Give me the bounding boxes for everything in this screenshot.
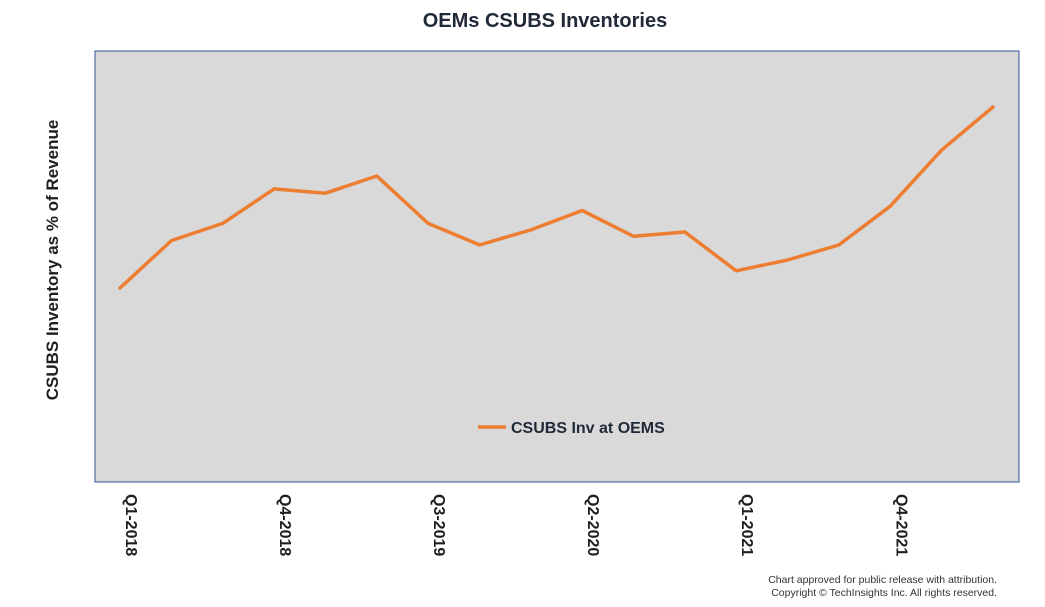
x-tick-label: Q2-2020 <box>584 494 601 556</box>
x-tick-label: Q4-2021 <box>892 494 909 556</box>
footnote-line-1: Chart approved for public release with a… <box>768 574 997 586</box>
legend: CSUBS Inv at OEMS <box>478 420 665 437</box>
x-tick-label: Q1-2018 <box>122 494 139 556</box>
series-line-0 <box>118 105 995 290</box>
footnote-line-2: Copyright © TechInsights Inc. All rights… <box>771 587 997 599</box>
x-tick-label: Q1-2021 <box>738 494 755 556</box>
series-layer <box>118 105 995 290</box>
x-axis-ticks: Q1-2018 Q4-2018 Q3-2019 Q2-2020 Q1-2021 Q4-20… <box>122 494 909 556</box>
footnote: Chart approved for public release with a… <box>768 574 997 600</box>
x-tick-label: Q4-2018 <box>276 494 293 556</box>
y-axis-label: CSUBS Inventory as % of Revenue <box>43 120 62 401</box>
plot-area <box>94 50 1020 483</box>
chart-title: OEMs CSUBS Inventories <box>423 10 668 32</box>
x-tick-label: Q3-2019 <box>430 494 447 556</box>
legend-label: CSUBS Inv at OEMS <box>511 420 665 437</box>
